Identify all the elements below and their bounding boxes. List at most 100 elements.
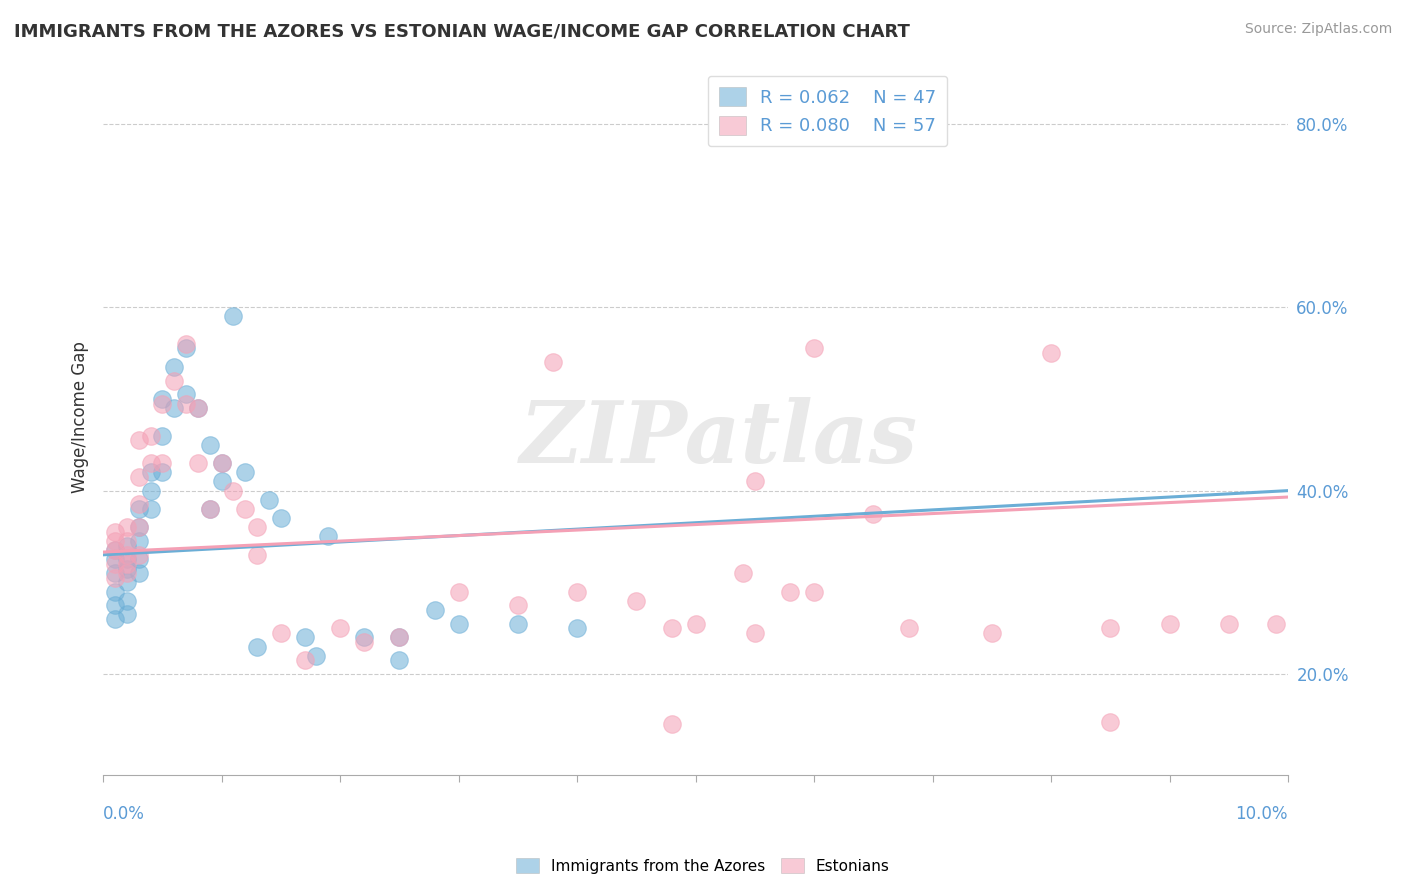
Point [565, 584, 588, 599]
Point [388, 631, 411, 645]
Point [174, 337, 197, 351]
Point [115, 534, 138, 549]
Point [270, 625, 292, 640]
Point [139, 502, 162, 516]
Point [198, 502, 221, 516]
Point [115, 520, 138, 534]
Point [187, 401, 209, 416]
Point [1265, 616, 1288, 631]
Point [128, 566, 150, 581]
Point [163, 401, 186, 416]
Point [128, 520, 150, 534]
Point [353, 635, 375, 649]
Point [174, 342, 197, 356]
Point [329, 621, 352, 635]
Point [1099, 714, 1122, 729]
Y-axis label: Wage/Income Gap: Wage/Income Gap [72, 342, 89, 493]
Point [163, 374, 186, 388]
Point [139, 428, 162, 442]
Point [661, 717, 683, 731]
Point [187, 456, 209, 470]
Point [115, 607, 138, 622]
Point [685, 616, 707, 631]
Point [246, 640, 269, 654]
Point [104, 557, 127, 571]
Point [388, 653, 411, 667]
Point [150, 392, 173, 406]
Point [1218, 616, 1240, 631]
Point [128, 520, 150, 534]
Point [150, 456, 173, 470]
Point [1159, 616, 1181, 631]
Point [139, 465, 162, 479]
Point [150, 465, 173, 479]
Legend: Immigrants from the Azores, Estonians: Immigrants from the Azores, Estonians [510, 852, 896, 880]
Point [174, 396, 197, 410]
Point [731, 566, 754, 581]
Point [115, 552, 138, 566]
Point [104, 552, 127, 566]
Point [187, 401, 209, 416]
Point [139, 483, 162, 498]
Point [150, 428, 173, 442]
Point [211, 456, 233, 470]
Point [128, 433, 150, 447]
Point [294, 631, 316, 645]
Point [294, 653, 316, 667]
Point [543, 355, 565, 369]
Point [128, 534, 150, 549]
Point [128, 497, 150, 511]
Point [211, 475, 233, 489]
Point [104, 543, 127, 558]
Point [150, 396, 173, 410]
Point [115, 566, 138, 581]
Point [353, 631, 375, 645]
Point [128, 552, 150, 566]
Point [104, 584, 127, 599]
Point [115, 561, 138, 575]
Point [423, 603, 446, 617]
Text: ZIPatlas: ZIPatlas [520, 397, 918, 481]
Point [198, 502, 221, 516]
Point [104, 534, 127, 549]
Point [388, 631, 411, 645]
Point [222, 483, 245, 498]
Point [104, 524, 127, 539]
Point [115, 575, 138, 590]
Point [661, 621, 683, 635]
Point [246, 548, 269, 562]
Point [104, 571, 127, 585]
Point [211, 456, 233, 470]
Point [980, 625, 1002, 640]
Point [744, 625, 766, 640]
Text: Source: ZipAtlas.com: Source: ZipAtlas.com [1244, 22, 1392, 37]
Point [233, 465, 256, 479]
Point [139, 456, 162, 470]
Point [257, 492, 280, 507]
Point [744, 475, 766, 489]
Point [897, 621, 920, 635]
Point [115, 593, 138, 607]
Point [1040, 346, 1063, 360]
Point [626, 593, 648, 607]
Point [803, 584, 825, 599]
Point [174, 387, 197, 401]
Point [115, 548, 138, 562]
Point [270, 511, 292, 525]
Point [506, 616, 529, 631]
Point [128, 548, 150, 562]
Point [128, 470, 150, 484]
Point [803, 342, 825, 356]
Point [246, 520, 269, 534]
Point [233, 502, 256, 516]
Point [104, 612, 127, 626]
Point [506, 599, 529, 613]
Point [779, 584, 801, 599]
Point [115, 557, 138, 571]
Point [862, 507, 884, 521]
Point [447, 584, 470, 599]
Point [104, 599, 127, 613]
Text: 10.0%: 10.0% [1236, 805, 1288, 823]
Point [222, 310, 245, 324]
Text: 0.0%: 0.0% [103, 805, 145, 823]
